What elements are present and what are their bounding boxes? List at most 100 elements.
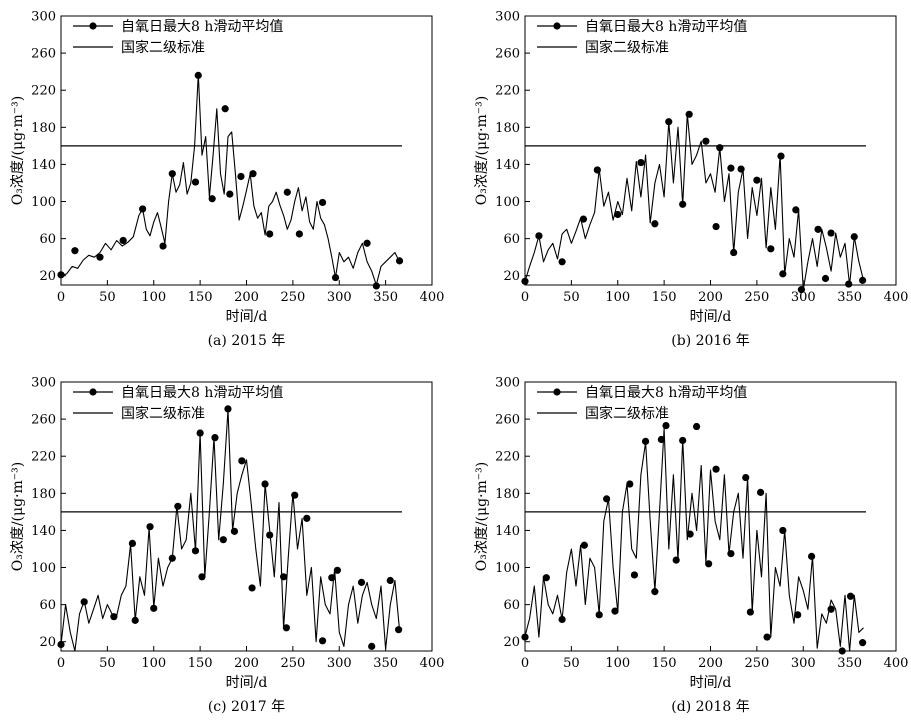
o3-data-point — [226, 190, 234, 198]
o3-data-point — [797, 286, 805, 294]
o3-data-point — [368, 642, 376, 650]
o3-data-point — [662, 421, 670, 430]
o3-data-point — [686, 530, 694, 538]
o3-data-point — [208, 195, 216, 203]
o3-data-point — [737, 165, 745, 173]
subplot-b: 20 60 100 140 180 220 260 300 0 50 100 150 200 250 300… — [474, 10, 908, 350]
o3-data-point — [641, 437, 650, 445]
x-tick-label: 50 — [99, 656, 116, 671]
x-tick-label: 100 — [605, 656, 630, 671]
legend-series-marker — [553, 388, 561, 396]
o3-data-point — [318, 637, 327, 645]
y-tick-label: 100 — [31, 561, 56, 576]
o3-data-point — [266, 531, 274, 539]
y-tick-label: 60 — [39, 598, 56, 613]
o3-data-point — [727, 164, 735, 172]
o3-data-point — [328, 574, 336, 582]
legend-series-marker — [89, 388, 97, 396]
o3-data-point — [283, 188, 291, 196]
x-tick-label: 50 — [99, 290, 116, 305]
o3-data-point — [96, 253, 104, 261]
o3-data-point — [191, 547, 200, 555]
o3-data-point — [221, 105, 229, 113]
y-tick-label: 220 — [495, 450, 520, 465]
o3-data-point — [777, 152, 785, 160]
x-tick-label: 350 — [837, 290, 862, 305]
x-tick-label: 200 — [234, 656, 259, 671]
o3-data-point — [198, 573, 206, 581]
x-tick-label: 300 — [791, 656, 816, 671]
y-tick-label: 300 — [495, 10, 520, 25]
x-tick-label: 200 — [698, 290, 723, 305]
y-axis-label: O₃浓度/(μg·m⁻³) — [474, 462, 490, 572]
o3-data-point — [291, 491, 299, 499]
o3-data-point — [542, 574, 550, 582]
o3-data-point — [850, 233, 858, 241]
o3-data-point — [579, 215, 588, 223]
o3-data-point — [767, 245, 775, 253]
x-tick-label: 300 — [791, 290, 816, 305]
o3-data-point — [224, 405, 232, 413]
y-tick-label: 260 — [31, 47, 56, 62]
o3-data-point — [71, 247, 79, 255]
o3-data-point — [679, 436, 687, 445]
o3-data-point — [558, 258, 566, 266]
subplot-caption: (b) 2016 年 — [671, 333, 749, 349]
o3-data-point — [753, 176, 761, 184]
y-tick-label: 140 — [495, 524, 520, 539]
o3-data-point — [168, 170, 176, 178]
x-tick-label: 400 — [420, 656, 445, 671]
o3-data-point — [651, 220, 659, 228]
x-tick-label: 300 — [327, 290, 352, 305]
legend-series-label: 自氧日最大8 h滑动平均值 — [585, 18, 747, 35]
o3-data-point — [827, 229, 835, 237]
legend-series-marker — [89, 22, 97, 30]
x-tick-label: 350 — [373, 290, 398, 305]
y-tick-label: 60 — [503, 232, 520, 247]
o3-data-point — [672, 556, 680, 564]
o3-data-point — [521, 277, 529, 285]
legend-standard-label: 国家二级标准 — [121, 39, 205, 56]
y-tick-label: 220 — [31, 84, 56, 99]
x-tick-label: 150 — [652, 290, 677, 305]
o3-data-point — [716, 144, 724, 152]
x-tick-label: 200 — [234, 290, 259, 305]
o3-data-point — [838, 647, 846, 655]
y-tick-label: 300 — [495, 376, 520, 391]
o3-data-point — [821, 274, 830, 283]
y-tick-label: 140 — [495, 158, 520, 173]
o3-data-point — [794, 611, 802, 619]
o3-data-point — [237, 172, 245, 181]
o3-data-point — [651, 588, 659, 596]
o3-data-point — [146, 523, 154, 531]
legend-series-label: 自氧日最大8 h滑动平均值 — [121, 384, 283, 401]
x-tick-label: 250 — [744, 656, 769, 671]
x-tick-label: 50 — [563, 290, 580, 305]
x-tick-label: 400 — [884, 290, 909, 305]
o3-data-point — [702, 137, 710, 145]
x-tick-label: 250 — [280, 290, 305, 305]
o3-data-point — [535, 232, 543, 240]
o3-data-point — [827, 605, 835, 613]
y-tick-label: 260 — [31, 413, 56, 428]
o3-data-point — [266, 230, 274, 238]
legend-series-label: 自氧日最大8 h滑动平均值 — [585, 384, 747, 401]
o3-data-point — [318, 198, 327, 207]
subplot-caption: (a) 2015 年 — [208, 333, 286, 349]
plot-frame — [60, 15, 433, 286]
o3-data-point — [303, 514, 311, 522]
x-tick-label: 100 — [141, 290, 166, 305]
o3-data-point — [626, 480, 634, 488]
legend-series-label: 自氧日最大8 h滑动平均值 — [121, 18, 283, 35]
x-tick-label: 150 — [652, 656, 677, 671]
y-tick-label: 100 — [495, 561, 520, 576]
o3-data-point — [712, 465, 720, 473]
y-tick-label: 100 — [495, 195, 520, 210]
x-tick-label: 400 — [420, 290, 445, 305]
x-axis-label: 时间/d — [226, 309, 268, 325]
o3-data-point — [57, 271, 65, 279]
x-tick-label: 0 — [57, 656, 65, 671]
o3-data-point — [859, 639, 867, 647]
y-tick-label: 220 — [495, 84, 520, 99]
legend-standard-label: 国家二级标准 — [121, 405, 205, 422]
